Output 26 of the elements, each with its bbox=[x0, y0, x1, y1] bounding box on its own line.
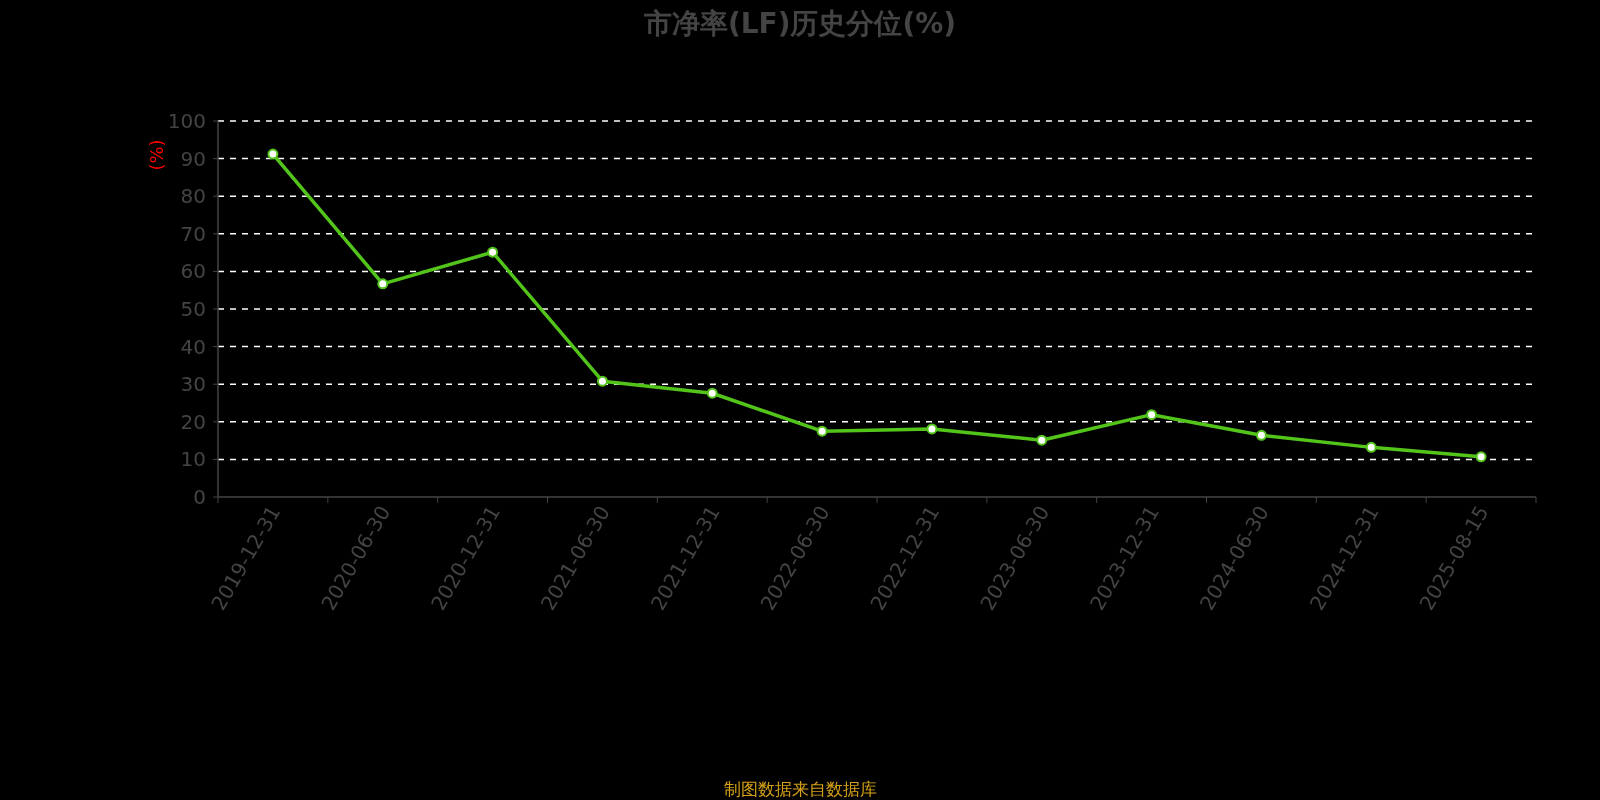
point bbox=[487, 246, 499, 258]
y-tick-label: 10 bbox=[180, 447, 206, 472]
y-tick-label: 20 bbox=[180, 409, 206, 434]
text: 制图数据来自数据库 bbox=[723, 779, 877, 799]
point bbox=[377, 278, 389, 290]
y-tick-label: 70 bbox=[180, 221, 206, 246]
point bbox=[1036, 434, 1048, 446]
point bbox=[1365, 441, 1377, 453]
y-tick-label: 40 bbox=[180, 334, 206, 359]
point bbox=[596, 375, 608, 387]
y-tick-label: 80 bbox=[180, 184, 206, 209]
y-tick-label: 30 bbox=[180, 372, 206, 397]
y-axis-title: (%) bbox=[146, 139, 167, 171]
y-tick-label: 100 bbox=[167, 109, 206, 133]
point bbox=[267, 148, 279, 160]
y-tick-label: 60 bbox=[180, 259, 206, 284]
point bbox=[1255, 429, 1267, 441]
y-tick-label: 0 bbox=[193, 485, 206, 509]
point bbox=[816, 425, 828, 437]
point bbox=[706, 387, 718, 399]
point bbox=[926, 423, 938, 435]
point bbox=[1146, 409, 1158, 421]
y-tick-label: 90 bbox=[180, 146, 206, 171]
y-tick-label: 50 bbox=[180, 297, 206, 321]
point bbox=[1475, 451, 1487, 463]
chart-title: 市净率(LF)历史分位(%) bbox=[642, 7, 957, 40]
